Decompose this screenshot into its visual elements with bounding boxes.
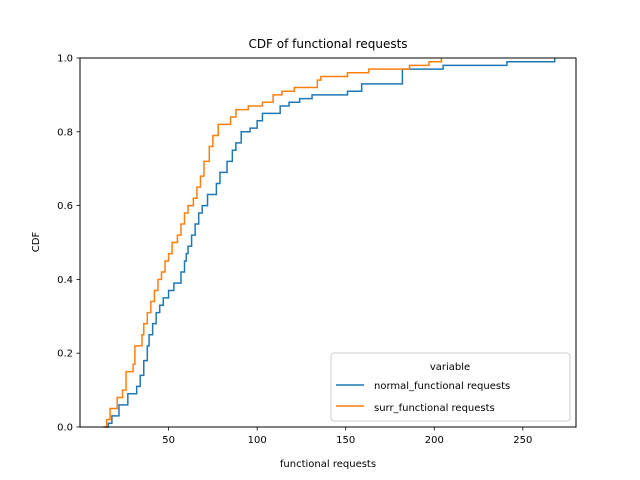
- legend-title: variable: [430, 362, 470, 373]
- y-tick-label: 1.0: [57, 54, 73, 65]
- y-axis-label: CDF: [31, 232, 42, 253]
- y-tick-label: 0.6: [57, 201, 73, 212]
- legend-entry-surr: surr_functional requests: [374, 403, 495, 414]
- series-line-normal: [104, 58, 556, 428]
- legend-box: [330, 352, 571, 422]
- x-tick-label: 200: [425, 435, 444, 446]
- y-tick-label: 0.8: [57, 127, 73, 138]
- x-axis-label: functional requests: [280, 459, 376, 470]
- axes-frame: [79, 57, 577, 428]
- x-tick-label: 250: [513, 435, 532, 446]
- x-tick-label: 100: [248, 435, 267, 446]
- x-tick-label: 150: [336, 435, 355, 446]
- x-tick-label: 50: [162, 435, 175, 446]
- y-tick-label: 0.0: [57, 423, 73, 434]
- y-axis: 0.0 0.2 0.4 0.6 0.8 1.0: [57, 54, 80, 434]
- series-layer: [103, 58, 556, 428]
- y-tick-label: 0.4: [57, 275, 73, 286]
- series-line-surr: [103, 58, 443, 428]
- y-tick-label: 0.2: [57, 349, 73, 360]
- chart-title: CDF of functional requests: [248, 37, 407, 51]
- legend: variable normal_functional requests surr…: [330, 352, 571, 422]
- plot-area: [79, 57, 577, 428]
- x-axis: 50 100 150 200 250: [162, 427, 532, 446]
- legend-entry-normal: normal_functional requests: [374, 381, 510, 392]
